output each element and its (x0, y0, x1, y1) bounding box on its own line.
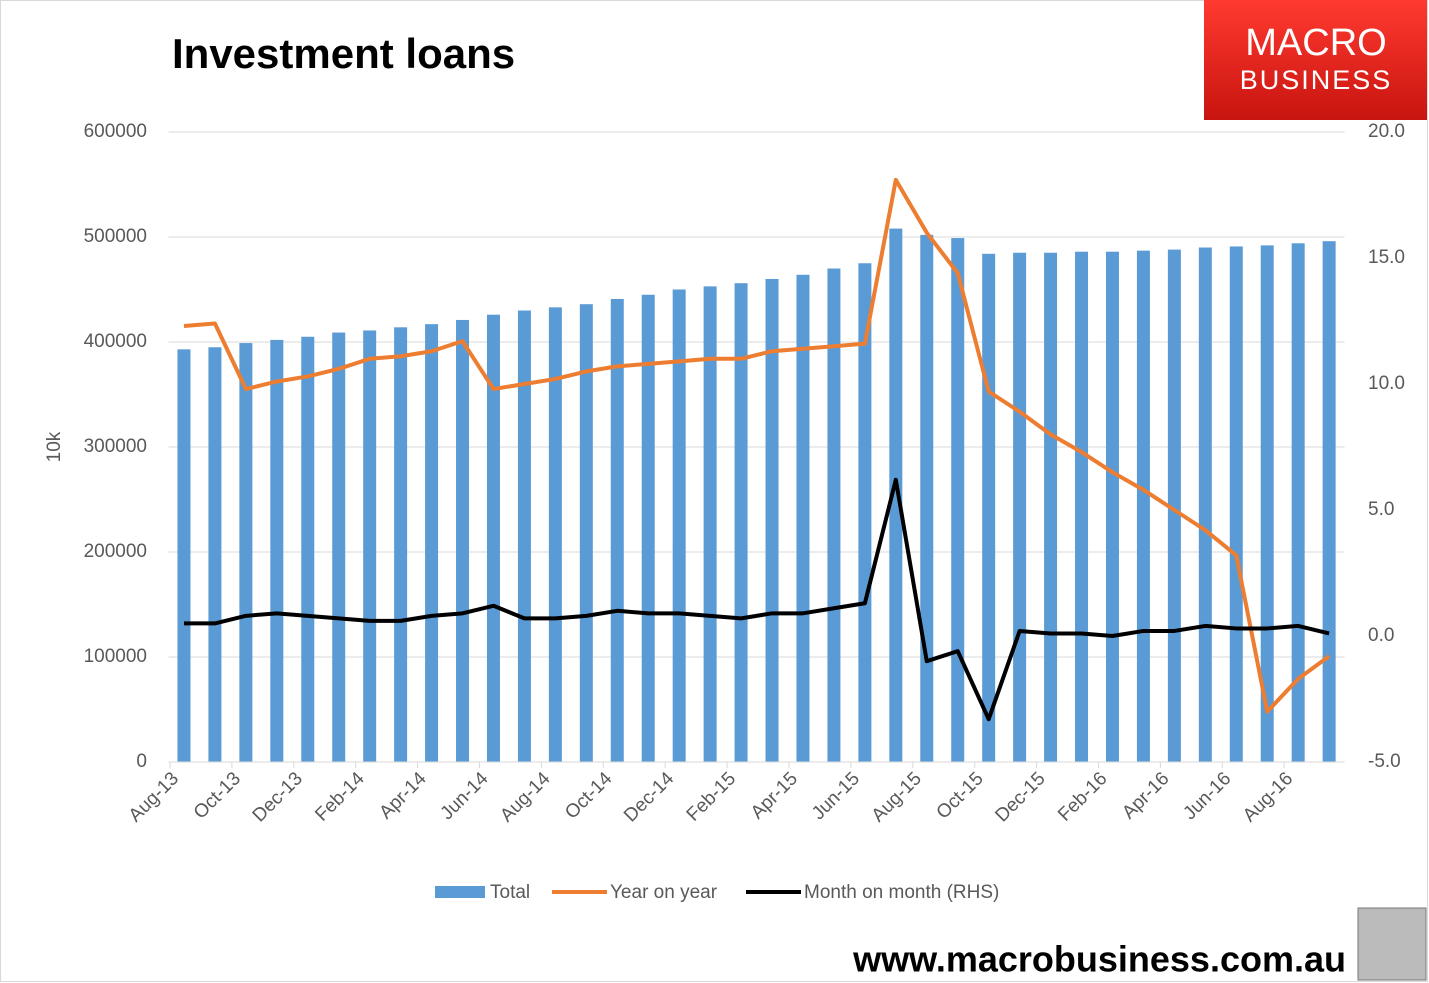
bar (672, 289, 686, 762)
line (183, 477, 1330, 722)
bar (1322, 241, 1336, 762)
bar (486, 314, 500, 762)
bar (1260, 245, 1274, 762)
bar (548, 307, 562, 762)
bar (239, 343, 253, 762)
fox-image (1357, 907, 1427, 981)
bar (394, 327, 408, 762)
bar (177, 349, 191, 762)
line (183, 177, 1331, 714)
bar (363, 330, 377, 762)
bar (982, 253, 996, 763)
legend-label: Year on year (610, 882, 718, 903)
y-tick-label: 400000 (84, 331, 147, 352)
y-tick-label: 300000 (84, 436, 147, 457)
bar (517, 310, 531, 762)
bar (579, 304, 593, 762)
bar (301, 336, 315, 762)
bar (456, 319, 470, 762)
y2-tick-label: 5.0 (1368, 499, 1394, 520)
bar (703, 286, 717, 762)
bar (641, 294, 655, 762)
bar (1136, 250, 1150, 762)
bar (208, 347, 222, 762)
y2-tick-label: 0.0 (1368, 625, 1394, 646)
logo-line2: BUSINESS (1240, 65, 1393, 95)
chart-title: Investment loans (172, 30, 515, 77)
bar (610, 298, 624, 762)
logo-box (1204, 0, 1427, 120)
bar (920, 234, 934, 762)
bar (858, 263, 872, 762)
y-tick-label: 600000 (84, 121, 147, 142)
bar (951, 238, 965, 763)
bar (1229, 246, 1243, 762)
legend-label: Total (490, 882, 530, 903)
y-axis-label: 10k (44, 431, 65, 462)
bar (1167, 249, 1181, 763)
bar (1198, 247, 1212, 762)
y-tick-label: 0 (136, 751, 147, 772)
bar (889, 228, 903, 763)
logo-line1: MACRO (1245, 22, 1386, 64)
y2-tick-label: 15.0 (1368, 247, 1405, 268)
legend-label: Month on month (RHS) (804, 882, 999, 903)
y-tick-label: 200000 (84, 541, 147, 562)
y2-tick-label: 20.0 (1368, 121, 1405, 142)
bar (1291, 243, 1305, 763)
legend-swatch (435, 886, 485, 898)
bar (1075, 251, 1089, 762)
y-tick-label: 100000 (84, 646, 147, 667)
bar (1105, 251, 1119, 762)
bar (765, 279, 779, 762)
y2-tick-label: 10.0 (1368, 373, 1405, 394)
bar (734, 283, 748, 762)
bar (425, 324, 439, 762)
bar (1044, 252, 1058, 762)
website: www.macrobusiness.com.au (852, 939, 1346, 980)
bar (270, 339, 284, 762)
y-tick-label: 500000 (84, 226, 147, 247)
bar (796, 274, 810, 762)
y2-tick-label: -5.0 (1368, 751, 1401, 772)
bar (332, 332, 346, 762)
bar (827, 268, 841, 762)
bar (1013, 252, 1027, 762)
